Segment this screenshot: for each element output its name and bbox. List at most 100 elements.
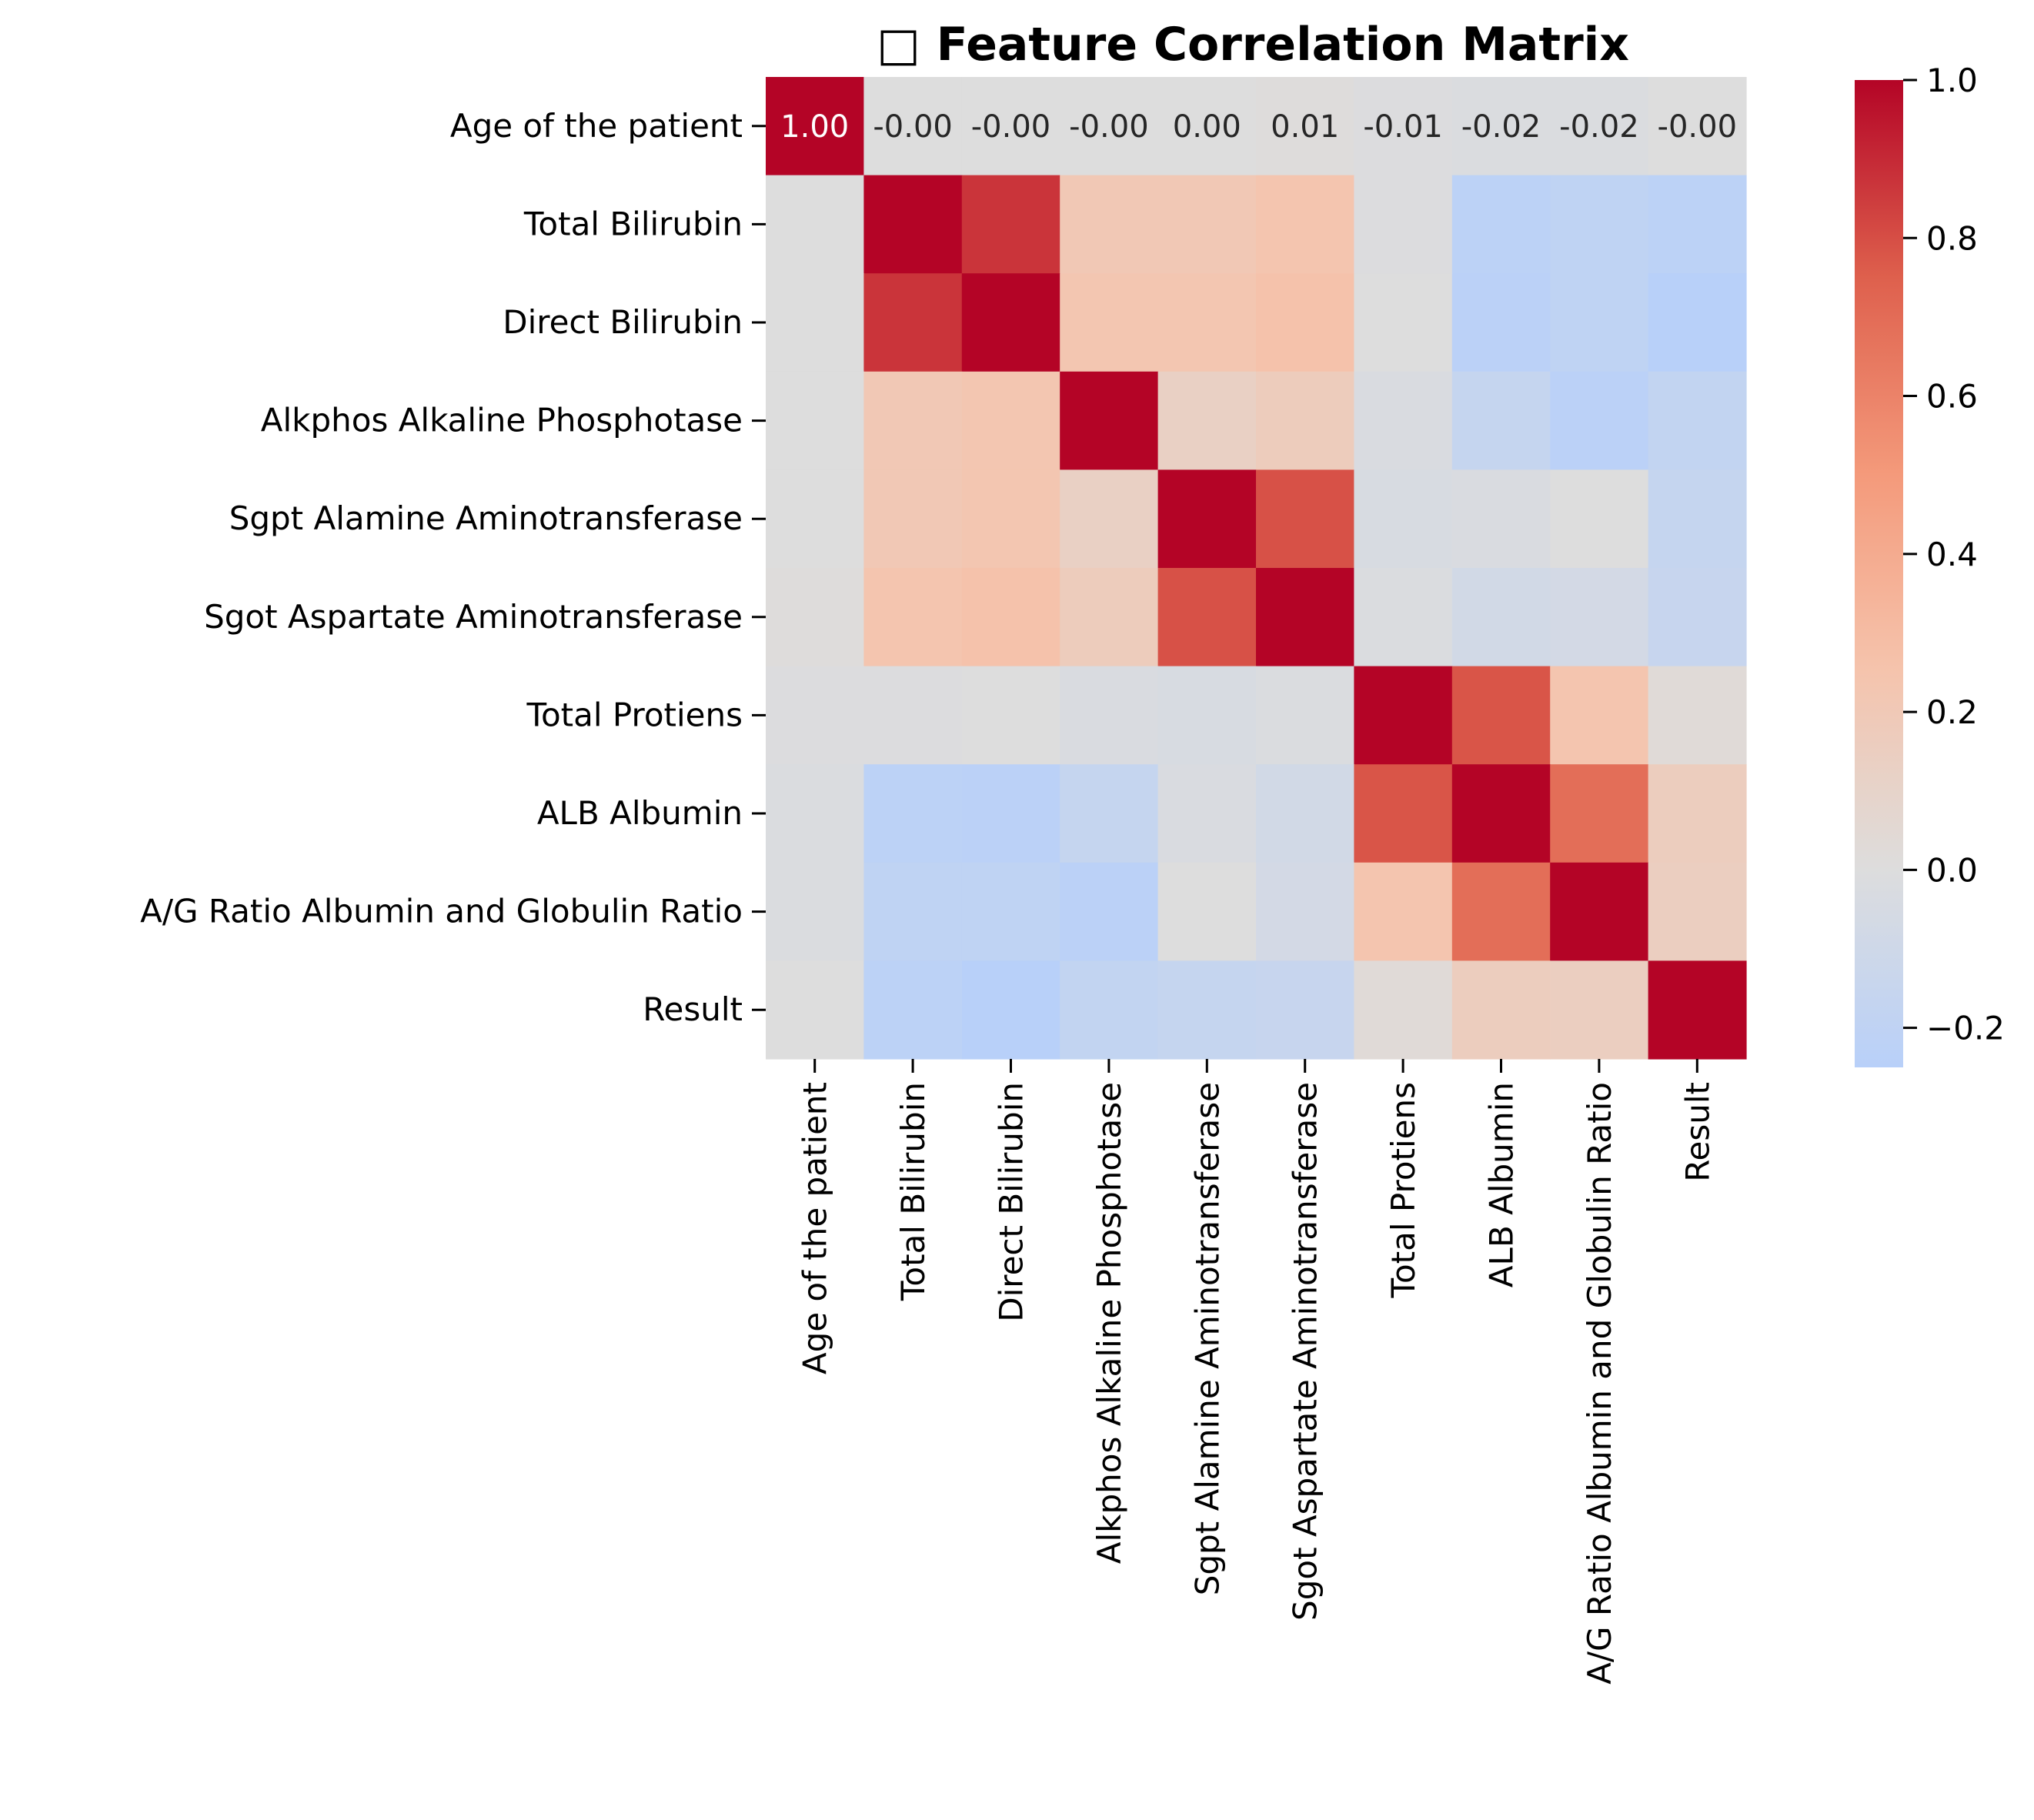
heatmap-cells	[766, 77, 1747, 1060]
heatmap-cell-1-2	[961, 175, 1060, 274]
heatmap-cell-4-6	[1354, 469, 1453, 569]
x-tick-label-result: Result	[1678, 1082, 1716, 1182]
cell-annotation-9: -0.00	[1658, 109, 1738, 145]
cell-annotation-2: -0.00	[971, 109, 1051, 145]
heatmap-cell-4-4	[1157, 469, 1257, 569]
heatmap-cell-6-8	[1550, 666, 1649, 765]
heatmap-cell-6-6	[1354, 666, 1453, 765]
heatmap-cell-5-9	[1648, 568, 1747, 667]
heatmap-cell-0-5	[1256, 77, 1354, 176]
heatmap-cell-1-7	[1451, 175, 1551, 274]
heatmap-cell-8-2	[961, 862, 1060, 961]
y-tick-label-sgpt-alamine-aminotransferase: Sgpt Alamine Aminotransferase	[229, 499, 743, 537]
heatmap-cell-2-4	[1157, 273, 1257, 372]
heatmap-cell-6-1	[863, 666, 963, 765]
heatmap-cell-5-0	[766, 568, 864, 667]
y-tick-label-total-bilirubin: Total Bilirubin	[523, 205, 743, 242]
heatmap-cell-7-8	[1550, 764, 1649, 863]
heatmap-cell-8-8	[1550, 862, 1649, 961]
y-tick-label-age-of-the-patient: Age of the patient	[450, 107, 743, 145]
x-tick-label-total-protiens: Total Protiens	[1384, 1082, 1422, 1299]
colorbar-tick-label: 0.2	[1926, 693, 1978, 731]
heatmap-cell-2-9	[1648, 273, 1747, 372]
heatmap-cell-1-6	[1354, 175, 1453, 274]
heatmap-cell-3-3	[1060, 371, 1159, 470]
heatmap-cell-2-8	[1550, 273, 1649, 372]
y-tick-label-sgot-aspartate-aminotransferase: Sgot Aspartate Aminotransferase	[204, 598, 743, 636]
colorbar-tick-label: 0.8	[1926, 219, 1978, 257]
heatmap-cell-2-3	[1060, 273, 1159, 372]
heatmap-cell-0-9	[1648, 77, 1747, 176]
x-tick-labels: Age of the patient Total Bilirubin Direct …	[797, 1059, 1716, 1685]
x-tick-label-alb-albumin: ALB Albumin	[1483, 1082, 1521, 1287]
heatmap-cell-5-4	[1157, 568, 1257, 667]
heatmap-cell-3-4	[1157, 371, 1257, 470]
heatmap-cell-7-3	[1060, 764, 1159, 863]
heatmap-cell-9-9	[1648, 960, 1747, 1060]
heatmap-cell-3-0	[766, 371, 864, 470]
heatmap-cell-0-4	[1157, 77, 1257, 176]
heatmap-cell-6-0	[766, 666, 864, 765]
heatmap-cell-0-1	[863, 77, 963, 176]
y-tick-label-total-protiens: Total Protiens	[526, 696, 743, 733]
heatmap-cell-4-2	[961, 469, 1060, 569]
heatmap-cell-3-5	[1256, 371, 1354, 470]
heatmap-cell-7-1	[863, 764, 963, 863]
heatmap-cell-1-5	[1256, 175, 1354, 274]
heatmap-cell-8-3	[1060, 862, 1159, 961]
heatmap-cell-2-1	[863, 273, 963, 372]
y-tick-label-alkphos-alkaline-phosphotase: Alkphos Alkaline Phosphotase	[261, 402, 743, 439]
heatmap-cell-4-7	[1451, 469, 1551, 569]
x-tick-label-a-g-ratio-albumin-and-globulin-ratio: A/G Ratio Albumin and Globulin Ratio	[1581, 1082, 1618, 1685]
heatmap-cell-1-8	[1550, 175, 1649, 274]
colorbar-tick-label: 1.0	[1926, 62, 1978, 99]
heatmap-cell-4-1	[863, 469, 963, 569]
heatmap-cell-0-0	[766, 77, 864, 176]
heatmap-cell-0-7	[1451, 77, 1551, 176]
heatmap-cell-4-9	[1648, 469, 1747, 569]
x-tick-label-age-of-the-patient: Age of the patient	[797, 1082, 834, 1374]
heatmap-cell-2-2	[961, 273, 1060, 372]
heatmap-cell-8-6	[1354, 862, 1453, 961]
cell-annotation-1: -0.00	[873, 109, 953, 145]
heatmap-cell-9-0	[766, 960, 864, 1060]
x-tick-label-direct-bilirubin: Direct Bilirubin	[993, 1082, 1030, 1322]
colorbar-tick-label: 0.0	[1926, 851, 1978, 889]
heatmap-cell-5-2	[961, 568, 1060, 667]
heatmap-cell-2-5	[1256, 273, 1354, 372]
y-tick-labels: Age of the patient Total Bilirubin Direct …	[140, 107, 766, 1028]
heatmap-cell-8-0	[766, 862, 864, 961]
heatmap-cell-0-3	[1060, 77, 1159, 176]
heatmap-cell-9-3	[1060, 960, 1159, 1060]
heatmap-cell-5-8	[1550, 568, 1649, 667]
heatmap-cell-6-4	[1157, 666, 1257, 765]
heatmap-cell-9-7	[1451, 960, 1551, 1060]
heatmap-cell-6-7	[1451, 666, 1551, 765]
cell-annotation-6: -0.01	[1363, 109, 1443, 145]
colorbar-tick-label: −0.2	[1926, 1010, 2005, 1047]
heatmap-cell-5-7	[1451, 568, 1551, 667]
cell-annotation-8: -0.02	[1559, 109, 1639, 145]
heatmap-cell-8-1	[863, 862, 963, 961]
heatmap-cell-4-3	[1060, 469, 1159, 569]
x-tick-label-total-bilirubin: Total Bilirubin	[894, 1082, 932, 1301]
heatmap-cell-1-9	[1648, 175, 1747, 274]
heatmap-cell-9-8	[1550, 960, 1649, 1060]
heatmap-cell-9-4	[1157, 960, 1257, 1060]
heatmap-cell-2-0	[766, 273, 864, 372]
heatmap-cell-1-0	[766, 175, 864, 274]
x-tick-label-alkphos-alkaline-phosphotase: Alkphos Alkaline Phosphotase	[1090, 1082, 1128, 1564]
heatmap-cell-2-6	[1354, 273, 1453, 372]
heatmap-cell-1-4	[1157, 175, 1257, 274]
heatmap-cell-7-5	[1256, 764, 1354, 863]
heatmap-cell-3-6	[1354, 371, 1453, 470]
heatmap-cell-3-2	[961, 371, 1060, 470]
heatmap-cell-7-2	[961, 764, 1060, 863]
x-tick-label-sgpt-alamine-aminotransferase: Sgpt Alamine Aminotransferase	[1188, 1082, 1226, 1595]
y-tick-label-result: Result	[643, 990, 743, 1028]
cell-annotation-4: 0.00	[1173, 109, 1241, 145]
heatmap-cell-5-3	[1060, 568, 1159, 667]
colorbar: 1.0 0.8 0.6 0.4 0.2 0.0 −0.2	[1855, 62, 2005, 1067]
